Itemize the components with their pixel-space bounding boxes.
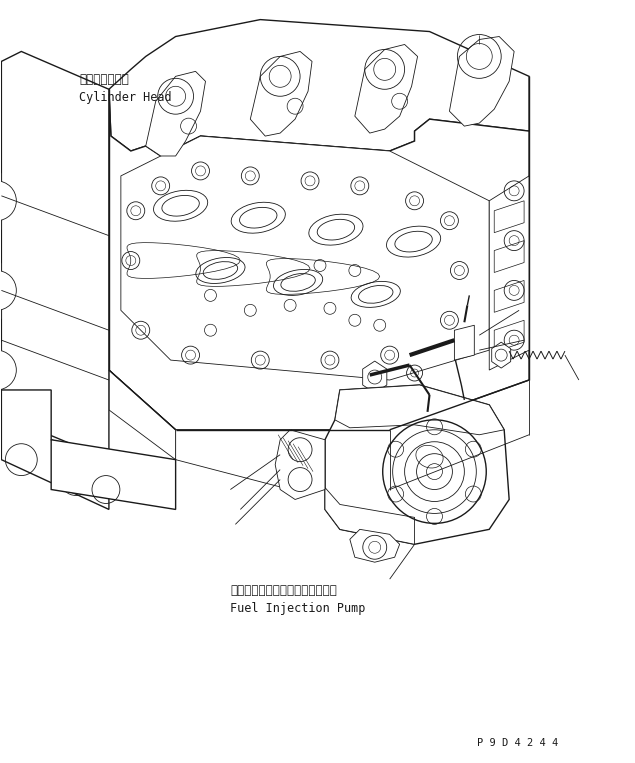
Polygon shape xyxy=(355,44,418,133)
Circle shape xyxy=(0,410,17,449)
Polygon shape xyxy=(0,262,1,318)
Polygon shape xyxy=(109,20,529,156)
Polygon shape xyxy=(325,488,415,544)
Polygon shape xyxy=(325,385,509,544)
Text: Cylinder Head: Cylinder Head xyxy=(79,92,171,105)
Polygon shape xyxy=(305,439,325,488)
Polygon shape xyxy=(51,439,176,510)
Text: シリンダヘッド: シリンダヘッド xyxy=(79,73,129,86)
Text: P 9 D 4 2 4 4: P 9 D 4 2 4 4 xyxy=(478,739,559,749)
Polygon shape xyxy=(1,390,109,510)
Polygon shape xyxy=(121,136,489,380)
Polygon shape xyxy=(0,173,1,229)
Polygon shape xyxy=(494,320,524,353)
Polygon shape xyxy=(363,361,387,393)
Polygon shape xyxy=(109,89,529,430)
Text: Fuel Injection Pump: Fuel Injection Pump xyxy=(231,602,366,615)
Polygon shape xyxy=(494,240,524,272)
Polygon shape xyxy=(489,176,529,370)
Polygon shape xyxy=(109,370,390,490)
Polygon shape xyxy=(455,325,474,360)
Polygon shape xyxy=(450,37,514,126)
Polygon shape xyxy=(350,530,399,562)
Polygon shape xyxy=(250,51,312,136)
Polygon shape xyxy=(491,342,511,368)
Polygon shape xyxy=(146,72,206,156)
Polygon shape xyxy=(494,201,524,233)
Circle shape xyxy=(0,350,17,390)
Circle shape xyxy=(0,181,17,221)
Circle shape xyxy=(0,271,17,311)
Polygon shape xyxy=(1,51,109,459)
Polygon shape xyxy=(494,281,524,312)
Polygon shape xyxy=(335,385,504,435)
Polygon shape xyxy=(0,342,1,398)
Polygon shape xyxy=(0,402,1,458)
Text: フェエルインジェクションポンプ: フェエルインジェクションポンプ xyxy=(231,584,337,597)
Polygon shape xyxy=(275,430,325,500)
Polygon shape xyxy=(109,370,176,459)
